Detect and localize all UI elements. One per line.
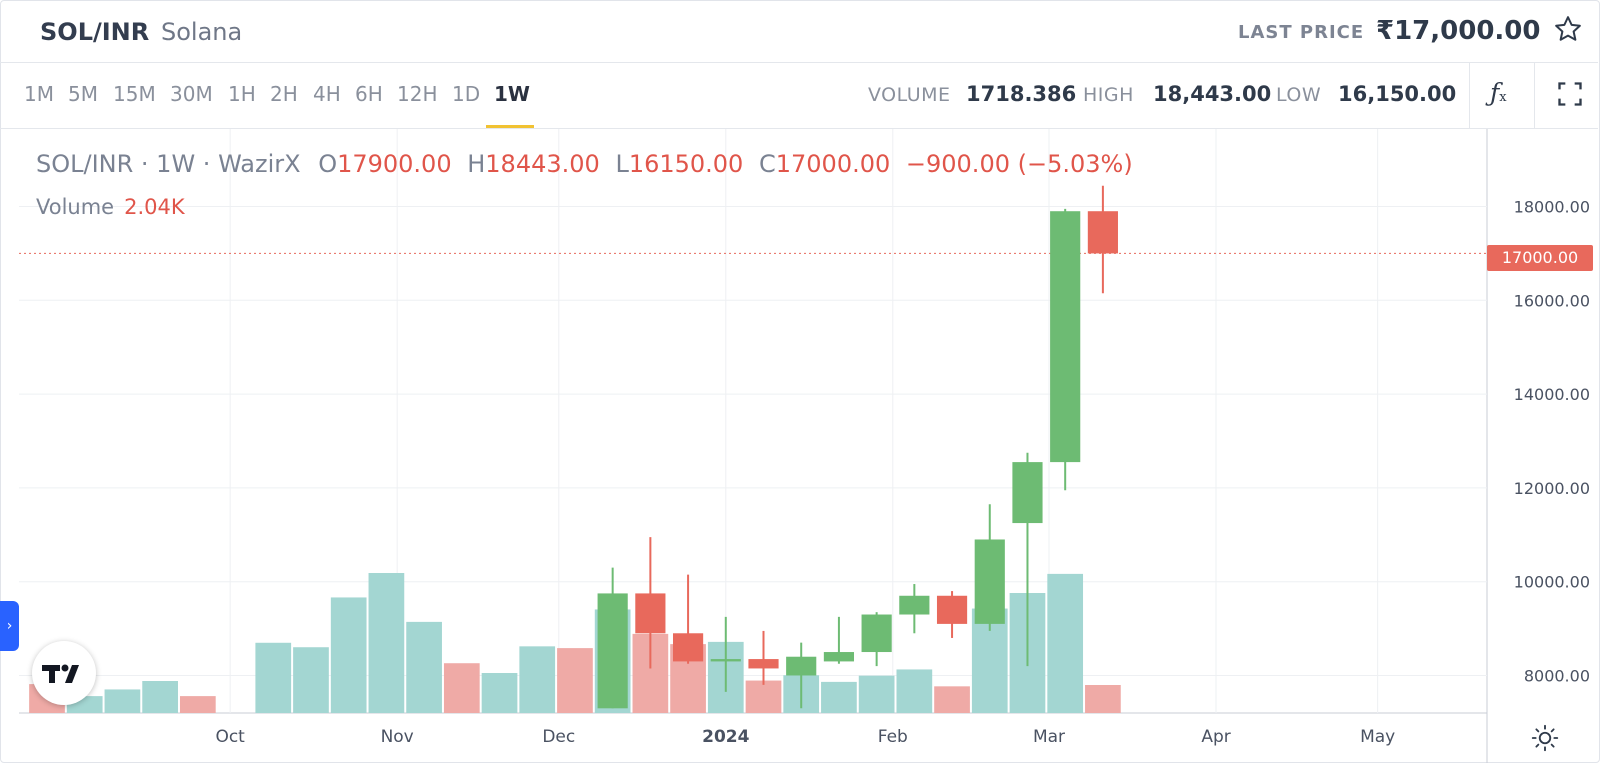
time-tick-label: Mar xyxy=(1033,727,1065,747)
volume-bar xyxy=(331,597,367,713)
volume-bar xyxy=(255,643,291,713)
time-tick-label: Nov xyxy=(381,727,414,747)
legend-close-label: C xyxy=(759,150,776,178)
volume-bar xyxy=(934,686,970,713)
volume-bar xyxy=(1047,574,1083,713)
candle-body xyxy=(899,596,929,615)
volume-bar xyxy=(142,681,178,713)
price-tick-label: 14000.00 xyxy=(1514,385,1590,404)
legend-high-label: H xyxy=(467,150,485,178)
volume-legend: Volume 2.04K xyxy=(36,195,185,219)
legend-high-value: 18443.00 xyxy=(485,150,600,178)
candle-body xyxy=(824,652,854,661)
volume-bars xyxy=(29,573,1121,713)
volume-bar xyxy=(557,648,593,713)
time-tick-label: Apr xyxy=(1201,727,1230,747)
price-tick-label: 8000.00 xyxy=(1524,666,1590,685)
last-price-tag: 17000.00 xyxy=(1487,245,1593,271)
price-tick-label: 12000.00 xyxy=(1514,479,1590,498)
tradingview-logo-icon xyxy=(32,641,96,705)
candle-body xyxy=(975,539,1005,623)
expand-panel-button[interactable]: › xyxy=(0,601,19,651)
legend-low-value: 16150.00 xyxy=(629,150,744,178)
time-tick-label: Oct xyxy=(215,727,245,747)
chevron-right-icon: › xyxy=(7,618,13,634)
volume-bar xyxy=(859,676,895,713)
legend-low-label: L xyxy=(615,150,628,178)
legend-close-value: 17000.00 xyxy=(776,150,891,178)
candle-body xyxy=(862,615,892,653)
candle-body xyxy=(1050,211,1080,462)
volume-legend-value: 2.04K xyxy=(124,195,185,219)
volume-bar xyxy=(896,669,932,713)
volume-bar xyxy=(105,689,141,713)
candle-body xyxy=(598,593,628,708)
candle-body xyxy=(1012,462,1042,523)
candle-body xyxy=(635,593,665,633)
volume-bar xyxy=(180,696,216,713)
volume-bar xyxy=(821,682,857,713)
volume-bar xyxy=(482,673,518,713)
legend-open-value: 17900.00 xyxy=(337,150,452,178)
tradingview-logo[interactable] xyxy=(32,641,96,705)
price-tick-label: 10000.00 xyxy=(1514,573,1590,592)
volume-bar xyxy=(444,663,480,713)
volume-legend-label: Volume xyxy=(36,195,114,219)
volume-bar xyxy=(406,622,442,713)
time-axis: Oct Nov Dec 2024 Feb Mar Apr May xyxy=(215,727,1395,747)
candle-body xyxy=(937,596,967,624)
candle-body xyxy=(673,633,703,661)
price-tick-label: 16000.00 xyxy=(1514,291,1590,310)
volume-bar xyxy=(369,573,405,713)
candle-body xyxy=(786,657,816,676)
volume-bar xyxy=(519,646,555,713)
volume-bar xyxy=(746,681,782,713)
candle-body xyxy=(711,659,741,661)
legend-open-label: O xyxy=(318,150,337,178)
candle-body xyxy=(1088,211,1118,253)
ohlc-legend: SOL/INR · 1W · WazirX O17900.00 H18443.0… xyxy=(36,150,1133,178)
theme-toggle-icon[interactable] xyxy=(1531,724,1559,752)
time-tick-label: Dec xyxy=(542,727,575,747)
time-tick-label: Feb xyxy=(878,727,908,747)
time-tick-label: 2024 xyxy=(702,727,749,747)
volume-bar xyxy=(1085,685,1121,713)
price-tick-label: 18000.00 xyxy=(1514,198,1590,217)
volume-bar xyxy=(293,647,329,713)
legend-symbol: SOL/INR · 1W · WazirX xyxy=(36,150,301,178)
time-tick-label: May xyxy=(1360,727,1395,747)
candle-body xyxy=(748,659,778,668)
legend-change: −900.00 (−5.03%) xyxy=(906,150,1133,178)
